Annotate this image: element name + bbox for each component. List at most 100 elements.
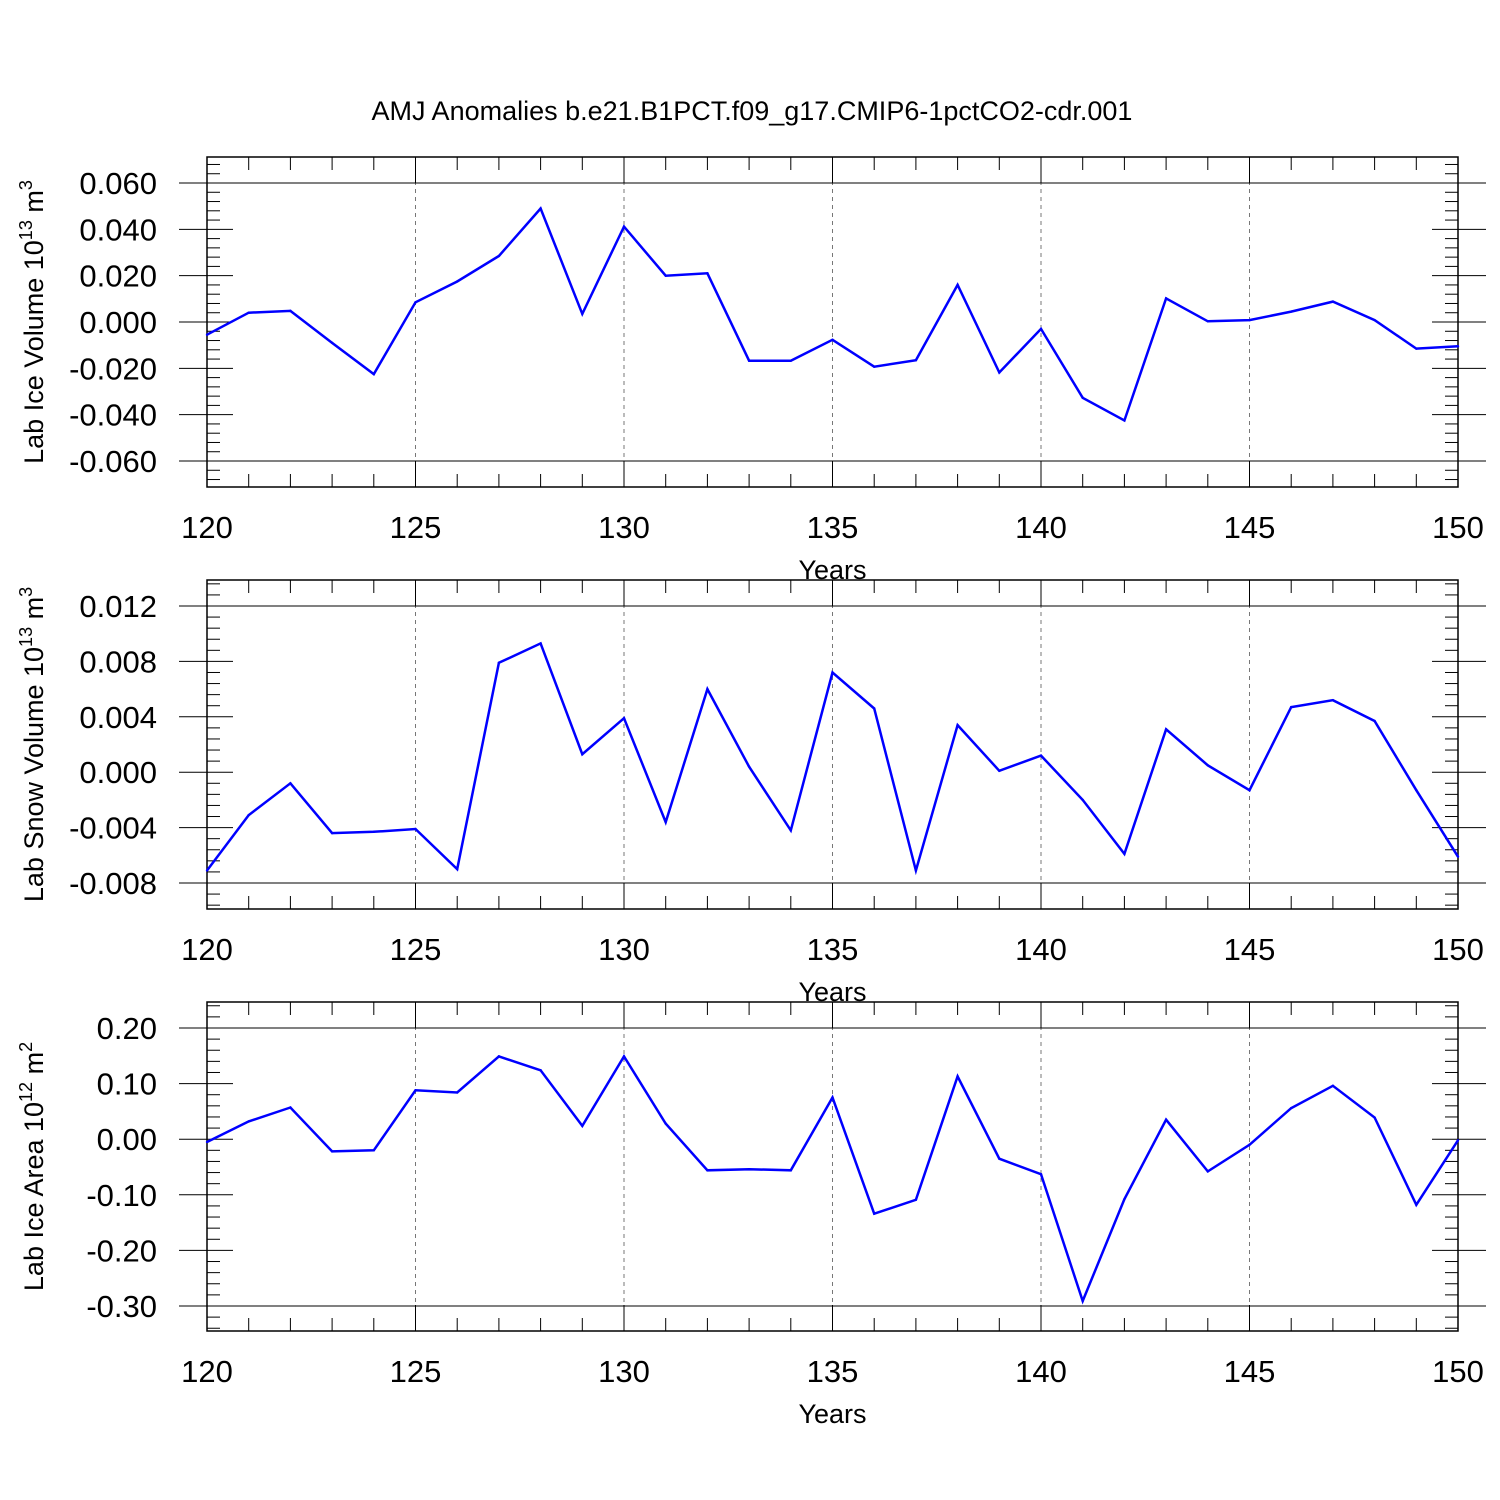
x-tick-label: 125 xyxy=(390,932,442,967)
data-point xyxy=(497,254,501,258)
data-point xyxy=(664,820,667,824)
y-axis-label-unit: m xyxy=(19,1052,49,1082)
data-point xyxy=(789,829,792,832)
data-point xyxy=(747,765,751,768)
data-point xyxy=(456,867,459,871)
data-point xyxy=(497,661,501,664)
x-tick-label: 120 xyxy=(181,932,233,967)
x-tick-label: 130 xyxy=(598,932,650,967)
y-tick-label: 0.008 xyxy=(79,644,157,679)
y-tick-label: 0.040 xyxy=(79,212,157,247)
data-point xyxy=(747,359,751,362)
data-point xyxy=(414,1089,417,1092)
data-point xyxy=(372,1149,375,1152)
data-point xyxy=(1373,1116,1376,1119)
x-tick-label: 135 xyxy=(807,510,859,545)
x-axis-label: Years xyxy=(798,1399,866,1429)
data-point xyxy=(1415,789,1418,792)
data-point xyxy=(247,813,250,817)
data-point xyxy=(1415,347,1418,350)
y-axis-label-unit-exponent: 3 xyxy=(16,587,36,597)
data-point xyxy=(1164,1118,1168,1121)
data-point xyxy=(622,716,626,720)
data-point xyxy=(456,280,459,283)
data-point xyxy=(539,642,542,645)
data-point xyxy=(1373,719,1376,723)
data-point xyxy=(622,1055,626,1058)
y-tick-label: -0.040 xyxy=(69,398,157,433)
y-axis-label: Lab Ice Volume 1013 m3 xyxy=(16,180,49,464)
x-tick-label: 140 xyxy=(1015,510,1067,545)
x-tick-label: 140 xyxy=(1015,932,1067,967)
data-point xyxy=(1206,764,1210,767)
y-tick-label: -0.30 xyxy=(86,1289,157,1324)
data-point xyxy=(205,333,209,336)
data-point xyxy=(330,831,334,835)
data-point xyxy=(789,1169,792,1172)
y-tick-label: 0.000 xyxy=(79,755,157,790)
y-tick-label: 0.00 xyxy=(97,1122,157,1157)
data-point xyxy=(581,1124,584,1128)
x-tick-label: 145 xyxy=(1224,932,1276,967)
data-point xyxy=(1373,318,1376,322)
data-point xyxy=(873,1212,876,1215)
data-point xyxy=(831,338,834,342)
y-tick-label: -0.10 xyxy=(86,1178,157,1213)
y-tick-label: 0.10 xyxy=(97,1067,157,1102)
y-tick-label: 0.000 xyxy=(79,305,157,340)
data-point xyxy=(1081,798,1084,802)
y-axis-label-text: Lab Snow Volume 10 xyxy=(19,647,49,902)
data-point xyxy=(539,207,542,210)
x-tick-label: 145 xyxy=(1224,510,1276,545)
data-point xyxy=(372,830,375,833)
data-point xyxy=(1248,789,1251,792)
data-point xyxy=(914,359,918,362)
y-axis-label: Lab Snow Volume 1013 m3 xyxy=(16,587,49,902)
data-point xyxy=(1164,297,1168,300)
y-axis-label-unit-exponent: 2 xyxy=(16,1042,36,1052)
data-point xyxy=(1081,396,1084,399)
data-point xyxy=(622,225,626,228)
data-point xyxy=(205,869,209,872)
y-tick-label: -0.060 xyxy=(69,444,157,479)
data-point xyxy=(1331,300,1335,303)
data-point xyxy=(1206,1170,1210,1173)
data-point xyxy=(831,671,834,674)
data-point xyxy=(956,283,959,287)
data-point xyxy=(1164,728,1168,731)
data-point xyxy=(956,723,959,727)
x-tick-label: 150 xyxy=(1432,932,1484,967)
data-point xyxy=(998,1157,1001,1160)
data-point xyxy=(456,1091,459,1094)
y-tick-label: 0.004 xyxy=(79,700,157,735)
y-tick-label: 0.020 xyxy=(79,259,157,294)
data-point xyxy=(414,301,417,304)
data-point xyxy=(289,309,292,313)
data-point xyxy=(706,1169,709,1172)
data-point xyxy=(1248,318,1251,322)
data-point xyxy=(1039,1173,1043,1176)
panel-snow-volume: 0.012 0.008 0.004 0.000 -0.004 -0.008 120 125 13… xyxy=(16,579,1486,1007)
data-point xyxy=(1290,1106,1293,1110)
data-point xyxy=(789,359,792,362)
data-point xyxy=(914,869,918,872)
data-point xyxy=(1206,320,1210,323)
data-point xyxy=(956,1075,959,1078)
x-tick-label: 125 xyxy=(390,1354,442,1389)
data-point xyxy=(289,1106,292,1109)
x-tick-label: 150 xyxy=(1432,510,1484,545)
y-axis-label-unit: m xyxy=(19,597,49,627)
y-axis-label-unit-exponent: 3 xyxy=(16,180,36,190)
y-tick-label: -0.20 xyxy=(86,1233,157,1268)
y-tick-label: 0.060 xyxy=(79,166,157,201)
y-axis-label-unit: m xyxy=(19,190,49,220)
y-axis-label-exponent: 13 xyxy=(16,627,36,647)
data-point xyxy=(664,1122,667,1125)
data-point xyxy=(747,1168,751,1171)
data-point xyxy=(247,1120,250,1123)
y-axis-label-text: Lab Ice Area 10 xyxy=(19,1102,49,1291)
x-tick-label: 140 xyxy=(1015,1354,1067,1389)
x-tick-label: 125 xyxy=(390,510,442,545)
x-tick-label: 145 xyxy=(1224,1354,1276,1389)
